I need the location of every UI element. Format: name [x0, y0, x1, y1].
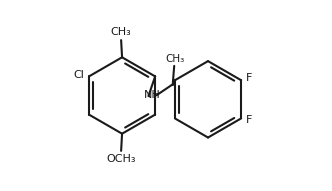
- Text: Cl: Cl: [73, 70, 84, 80]
- Text: OCH₃: OCH₃: [106, 154, 136, 164]
- Text: NH: NH: [144, 90, 161, 100]
- Text: F: F: [246, 115, 252, 125]
- Text: CH₃: CH₃: [166, 54, 185, 64]
- Text: F: F: [246, 73, 252, 83]
- Text: CH₃: CH₃: [111, 27, 131, 37]
